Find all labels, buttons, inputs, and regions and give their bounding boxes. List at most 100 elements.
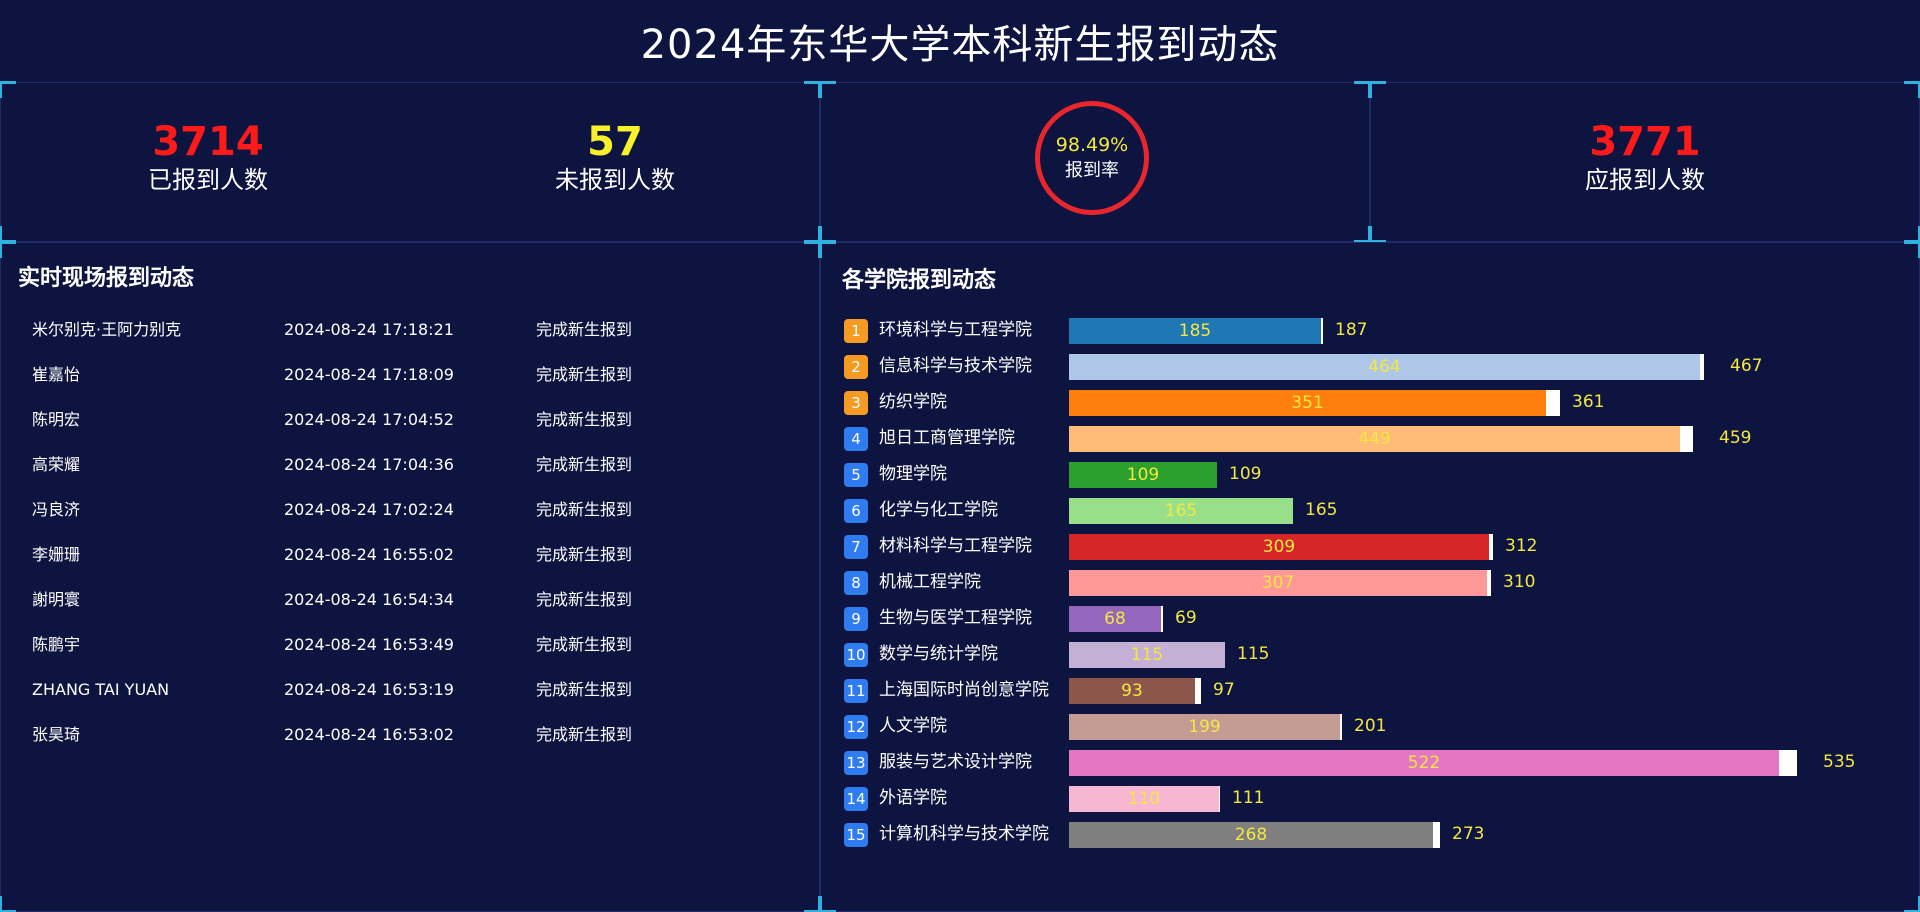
total-label: 310 <box>1503 572 1536 592</box>
total-label: 109 <box>1229 464 1262 484</box>
bar-registered: 199 <box>1069 714 1340 740</box>
live-status: 完成新生报到 <box>536 500 633 519</box>
total-label: 312 <box>1505 536 1538 556</box>
bar-registered: 110 <box>1069 786 1219 812</box>
live-status: 完成新生报到 <box>536 410 633 429</box>
bar-registered: 351 <box>1069 390 1546 416</box>
rank-badge: 1 <box>844 319 868 343</box>
college-row: 4 旭日工商管理学院 449 459 <box>844 420 1904 456</box>
expected-count: 3771 <box>1589 119 1701 165</box>
live-time: 2024-08-24 16:53:49 <box>284 635 454 654</box>
college-row: 8 机械工程学院 307 310 <box>844 564 1904 600</box>
registered-stat: 3714 已报到人数 <box>58 119 358 195</box>
page-title: 2024年东华大学本科新生报到动态 <box>640 22 1280 68</box>
list-item: 謝明寰 2024-08-24 16:54:34 完成新生报到 <box>32 582 812 627</box>
college-row: 12 人文学院 199 201 <box>844 708 1904 744</box>
total-label: 165 <box>1305 500 1338 520</box>
college-name: 物理学院 <box>879 464 947 484</box>
bar-registered: 115 <box>1069 642 1225 668</box>
rank-badge: 8 <box>844 571 868 595</box>
live-time: 2024-08-24 16:53:02 <box>284 725 454 744</box>
live-time: 2024-08-24 17:04:36 <box>284 455 454 474</box>
live-status: 完成新生报到 <box>536 725 633 744</box>
rank-badge: 14 <box>844 787 868 811</box>
rank-badge: 9 <box>844 607 868 631</box>
bar-registered: 449 <box>1069 426 1680 452</box>
colleges-section-title: 各学院报到动态 <box>842 268 997 293</box>
live-time: 2024-08-24 17:02:24 <box>284 500 454 519</box>
college-name: 机械工程学院 <box>879 572 981 592</box>
college-name: 服装与艺术设计学院 <box>879 752 1032 772</box>
college-name: 人文学院 <box>879 716 947 736</box>
live-time: 2024-08-24 16:54:34 <box>284 590 454 609</box>
college-name: 环境科学与工程学院 <box>879 320 1032 340</box>
rank-badge: 5 <box>844 463 868 487</box>
live-name: 米尔别克·王阿力别克 <box>32 320 182 339</box>
list-item: 陈明宏 2024-08-24 17:04:52 完成新生报到 <box>32 402 812 447</box>
rate-ring: 98.49% 报到率 <box>1035 101 1149 215</box>
live-name: ZHANG TAI YUAN <box>32 680 170 699</box>
total-label: 69 <box>1175 608 1197 628</box>
bar-registered: 165 <box>1069 498 1293 524</box>
list-item: ZHANG TAI YUAN 2024-08-24 16:53:19 完成新生报到 <box>32 672 812 717</box>
colleges-bar-chart: 1 环境科学与工程学院 185 187 2 信息科学与技术学院 464 467 3 纺织学院 351… <box>844 312 1904 852</box>
total-label: 187 <box>1335 320 1368 340</box>
live-time: 2024-08-24 17:18:21 <box>284 320 454 339</box>
live-name: 张昊琦 <box>32 725 81 744</box>
expected-label: 应报到人数 <box>1585 166 1705 194</box>
bar-registered: 68 <box>1069 606 1161 632</box>
rank-badge: 10 <box>844 643 868 667</box>
rank-badge: 11 <box>844 679 868 703</box>
rank-badge: 3 <box>844 391 868 415</box>
live-time: 2024-08-24 16:53:19 <box>284 680 454 699</box>
list-item: 陈鹏宇 2024-08-24 16:53:49 完成新生报到 <box>32 627 812 672</box>
total-label: 97 <box>1213 680 1235 700</box>
rank-badge: 15 <box>844 823 868 847</box>
live-name: 崔嘉怡 <box>32 365 81 384</box>
rate-value: 98.49% <box>1055 134 1129 156</box>
total-label: 273 <box>1452 824 1485 844</box>
college-name: 计算机科学与技术学院 <box>879 824 1049 844</box>
bar-registered: 93 <box>1069 678 1195 704</box>
total-label: 467 <box>1730 356 1763 376</box>
total-label: 361 <box>1572 392 1605 412</box>
college-row: 10 数学与统计学院 115 115 <box>844 636 1904 672</box>
live-time: 2024-08-24 17:04:52 <box>284 410 454 429</box>
expected-stat: 3771 应报到人数 <box>1495 119 1795 195</box>
bar-registered: 307 <box>1069 570 1487 596</box>
unregistered-label: 未报到人数 <box>555 166 675 194</box>
total-label: 111 <box>1232 788 1265 808</box>
list-item: 张昊琦 2024-08-24 16:53:02 完成新生报到 <box>32 717 812 762</box>
college-row: 6 化学与化工学院 165 165 <box>844 492 1904 528</box>
live-name: 陈鹏宇 <box>32 635 81 654</box>
live-status: 完成新生报到 <box>536 455 633 474</box>
rank-badge: 4 <box>844 427 868 451</box>
bar-registered: 268 <box>1069 822 1433 848</box>
total-label: 115 <box>1237 644 1270 664</box>
college-row: 14 外语学院 110 111 <box>844 780 1904 816</box>
college-row: 3 纺织学院 351 361 <box>844 384 1904 420</box>
rank-badge: 6 <box>844 499 868 523</box>
live-name: 高荣耀 <box>32 455 81 474</box>
college-row: 13 服装与艺术设计学院 522 535 <box>844 744 1904 780</box>
college-name: 生物与医学工程学院 <box>879 608 1032 628</box>
total-label: 201 <box>1354 716 1387 736</box>
live-status: 完成新生报到 <box>536 365 633 384</box>
list-item: 高荣耀 2024-08-24 17:04:36 完成新生报到 <box>32 447 812 492</box>
list-item: 李姗珊 2024-08-24 16:55:02 完成新生报到 <box>32 537 812 582</box>
total-label: 459 <box>1719 428 1752 448</box>
rank-badge: 12 <box>844 715 868 739</box>
bar-registered: 464 <box>1069 354 1700 380</box>
rank-badge: 13 <box>844 751 868 775</box>
rate-label: 报到率 <box>1065 160 1119 181</box>
college-row: 15 计算机科学与技术学院 268 273 <box>844 816 1904 852</box>
live-status: 完成新生报到 <box>536 545 633 564</box>
live-section-title: 实时现场报到动态 <box>18 266 195 291</box>
list-item: 崔嘉怡 2024-08-24 17:18:09 完成新生报到 <box>32 357 812 402</box>
college-row: 9 生物与医学工程学院 68 69 <box>844 600 1904 636</box>
live-name: 李姗珊 <box>32 545 81 564</box>
college-name: 材料科学与工程学院 <box>879 536 1032 556</box>
rank-badge: 7 <box>844 535 868 559</box>
rank-badge: 2 <box>844 355 868 379</box>
